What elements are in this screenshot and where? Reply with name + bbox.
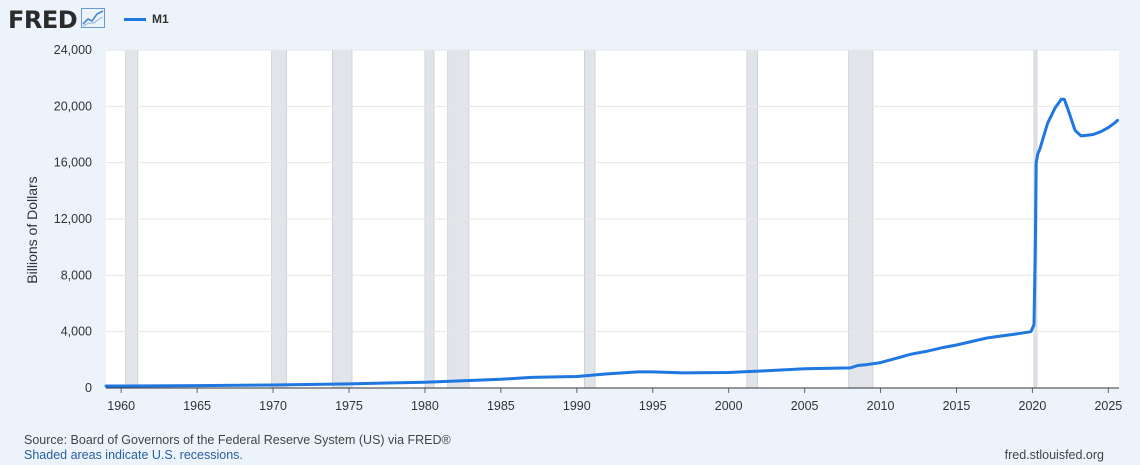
y-tick-label: 16,000 xyxy=(54,156,92,170)
y-tick-labels: 0 4,000 8,000 12,000 16,000 20,000 24,000 xyxy=(54,43,92,395)
x-tick-label: 1995 xyxy=(639,399,667,413)
x-tick-label: 1975 xyxy=(335,399,363,413)
site-link[interactable]: fred.stlouisfed.org xyxy=(1004,448,1104,462)
x-tick-label: 2005 xyxy=(791,399,819,413)
y-tick-label: 0 xyxy=(85,381,92,395)
x-tick-label: 1970 xyxy=(259,399,287,413)
gridlines xyxy=(106,49,1119,333)
y-tick-label: 12,000 xyxy=(54,212,92,226)
x-tick-label: 1990 xyxy=(563,399,591,413)
fred-wordmark: FRED xyxy=(8,6,78,34)
y-tick-label: 4,000 xyxy=(61,325,92,339)
x-tick-label: 2020 xyxy=(1019,399,1047,413)
x-tick-label: 2025 xyxy=(1094,399,1122,413)
y-tick-label: 24,000 xyxy=(54,43,92,57)
y-tick-label: 20,000 xyxy=(54,99,92,113)
source-note: Source: Board of Governors of the Federa… xyxy=(24,433,451,447)
chart-legend: M1 xyxy=(124,12,169,26)
legend-label-m1: M1 xyxy=(152,12,169,26)
chart-footer: Source: Board of Governors of the Federa… xyxy=(24,433,451,463)
x-tick-labels: 1960 1965 1970 1975 1980 1985 1990 1995 2000 2005… xyxy=(107,388,1122,413)
x-tick-label: 2015 xyxy=(943,399,971,413)
x-tick-label: 2000 xyxy=(715,399,743,413)
legend-swatch-m1 xyxy=(124,17,146,21)
x-tick-label: 2010 xyxy=(867,399,895,413)
recession-note[interactable]: Shaded areas indicate U.S. recessions. xyxy=(24,448,243,462)
x-tick-label: 1965 xyxy=(183,399,211,413)
series-m1 xyxy=(104,97,1119,388)
x-tick-label: 1985 xyxy=(487,399,515,413)
fred-logo[interactable]: FRED xyxy=(8,6,106,34)
line-graph-icon xyxy=(81,7,106,33)
x-tick-label: 1960 xyxy=(107,399,135,413)
y-tick-label: 8,000 xyxy=(61,268,92,282)
x-tick-label: 1980 xyxy=(411,399,439,413)
series-line-m1 xyxy=(104,97,1119,388)
